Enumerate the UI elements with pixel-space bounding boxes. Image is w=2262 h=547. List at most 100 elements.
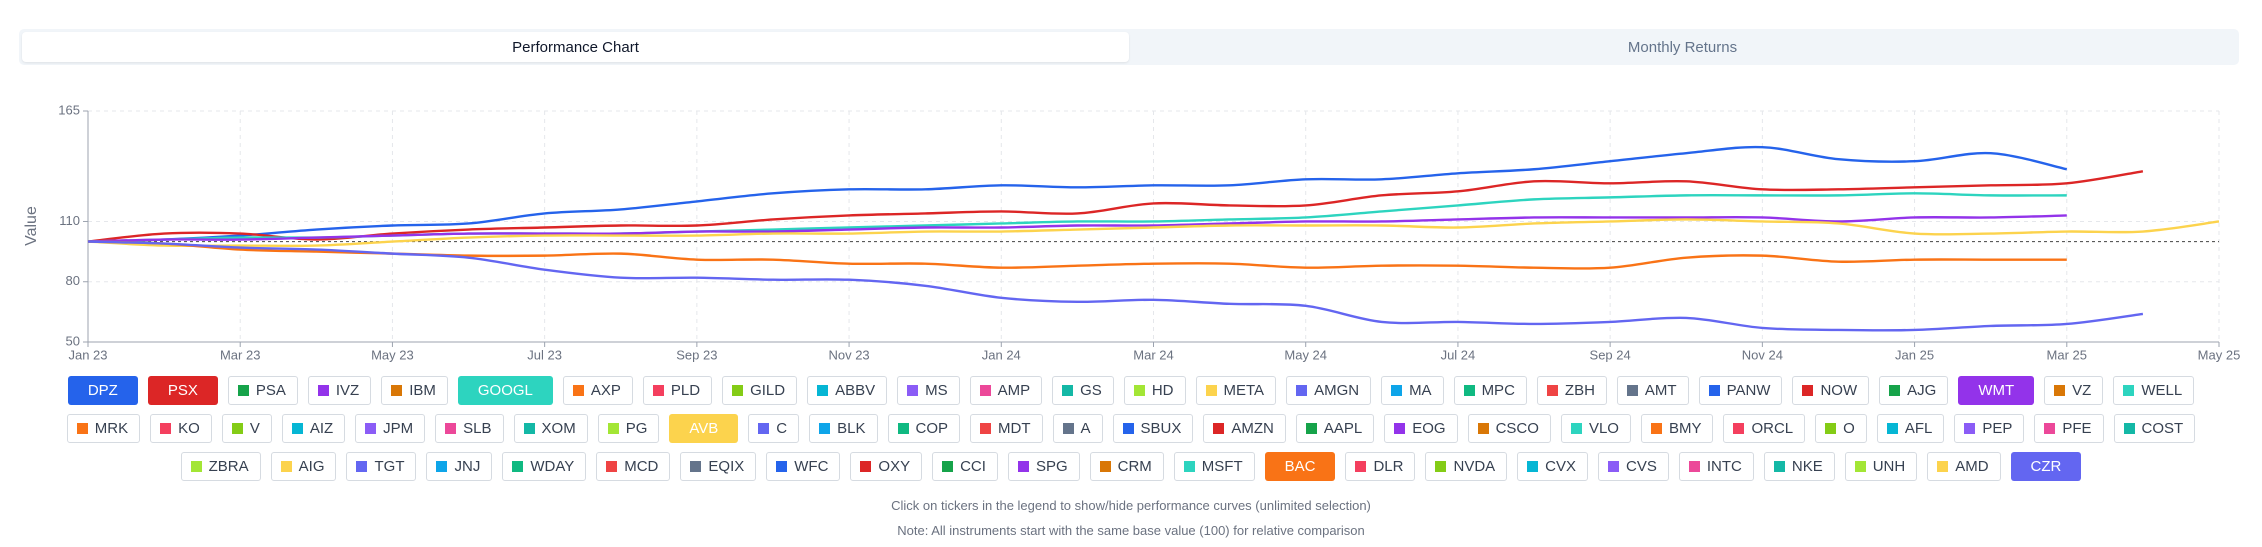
legend-swatch: [280, 461, 292, 472]
legend-item[interactable]: AAPL: [1295, 414, 1375, 443]
legend-item[interactable]: VZ: [2044, 376, 2104, 405]
legend-item[interactable]: JNJ: [426, 452, 493, 481]
legend-item[interactable]: AMT: [1616, 376, 1689, 405]
legend-label: SLB: [463, 420, 492, 437]
legend-label: CVS: [1626, 458, 1657, 475]
legend-item[interactable]: UNH: [1844, 452, 1918, 481]
x-tick-label: May 24: [1284, 347, 1327, 362]
legend-item[interactable]: SLB: [435, 414, 504, 443]
legend-item[interactable]: MCD: [596, 452, 671, 481]
legend-item[interactable]: PLD: [642, 376, 713, 405]
legend-label: CRM: [1117, 458, 1152, 475]
legend-swatch: [1099, 461, 1111, 472]
legend-swatch: [942, 461, 954, 472]
legend-swatch: [1608, 461, 1620, 472]
legend-item[interactable]: MDT: [970, 414, 1043, 443]
legend-item[interactable]: PANW: [1698, 376, 1783, 405]
legend-swatch: [1122, 423, 1134, 434]
legend-swatch: [897, 423, 909, 434]
legend-item[interactable]: PG: [597, 414, 660, 443]
legend-label: BAC: [1284, 458, 1316, 475]
legend-item[interactable]: GOOGL: [457, 376, 553, 405]
legend-item[interactable]: CSCO: [1467, 414, 1551, 443]
legend-item[interactable]: PSX: [147, 376, 218, 405]
legend-item[interactable]: BAC: [1264, 452, 1336, 481]
tab[interactable]: Performance Chart: [22, 32, 1129, 62]
legend-item[interactable]: ZBRA: [180, 452, 261, 481]
legend-item[interactable]: AXP: [562, 376, 633, 405]
legend-item[interactable]: HD: [1123, 376, 1186, 405]
legend-item[interactable]: MPC: [1453, 376, 1527, 405]
legend-item[interactable]: C: [748, 414, 800, 443]
legend-swatch: [160, 423, 172, 434]
legend-item[interactable]: A: [1052, 414, 1103, 443]
legend-item[interactable]: PFE: [2034, 414, 2104, 443]
legend-item[interactable]: NKE: [1763, 452, 1835, 481]
legend-item[interactable]: CVX: [1517, 452, 1589, 481]
legend-item[interactable]: AIG: [270, 452, 337, 481]
x-tick-label: Nov 23: [828, 347, 869, 362]
legend-item[interactable]: DLR: [1345, 452, 1416, 481]
legend-item[interactable]: NOW: [1792, 376, 1870, 405]
legend-item[interactable]: KO: [150, 414, 212, 443]
legend-label: JPM: [383, 420, 414, 437]
legend-item[interactable]: IVZ: [307, 376, 372, 405]
x-tick-label: Mar 24: [1133, 347, 1173, 362]
legend-item[interactable]: MRK: [66, 414, 141, 443]
legend-label: VZ: [2072, 382, 2092, 399]
legend-item[interactable]: GS: [1052, 376, 1114, 405]
legend-item[interactable]: WELL: [2113, 376, 2195, 405]
legend-label: C: [776, 420, 788, 437]
legend-item[interactable]: CZR: [2010, 452, 2082, 481]
legend-item[interactable]: V: [221, 414, 272, 443]
legend-item[interactable]: MSFT: [1173, 452, 1255, 481]
legend-item[interactable]: SPG: [1007, 452, 1080, 481]
legend-item[interactable]: TGT: [346, 452, 417, 481]
legend-item[interactable]: COST: [2113, 414, 2196, 443]
legend-label: ABBV: [835, 382, 876, 399]
legend-item[interactable]: VLO: [1560, 414, 1631, 443]
legend-item[interactable]: INTC: [1678, 452, 1754, 481]
legend-item[interactable]: PEP: [1954, 414, 2025, 443]
legend-item[interactable]: WFC: [766, 452, 841, 481]
legend-item[interactable]: AFL: [1876, 414, 1945, 443]
legend-item[interactable]: PSA: [227, 376, 298, 405]
legend-item[interactable]: AJG: [1879, 376, 1949, 405]
legend-item[interactable]: EOG: [1384, 414, 1458, 443]
legend-item[interactable]: ABBV: [807, 376, 888, 405]
legend-item[interactable]: AMP: [969, 376, 1043, 405]
legend-item[interactable]: GILD: [722, 376, 798, 405]
legend-item[interactable]: BMY: [1640, 414, 1714, 443]
legend-item[interactable]: O: [1815, 414, 1867, 443]
legend-item[interactable]: IBM: [381, 376, 448, 405]
legend-item[interactable]: ORCL: [1723, 414, 1806, 443]
legend-item[interactable]: COP: [887, 414, 961, 443]
legend-item[interactable]: XOM: [513, 414, 588, 443]
legend-item[interactable]: CVS: [1598, 452, 1669, 481]
legend-item[interactable]: AMD: [1927, 452, 2001, 481]
legend-item[interactable]: ZBH: [1536, 376, 1607, 405]
legend-label: AMP: [997, 382, 1031, 399]
legend-item[interactable]: OXY: [850, 452, 923, 481]
tab[interactable]: Monthly Returns: [1627, 38, 1738, 56]
legend-item[interactable]: AMGN: [1286, 376, 1372, 405]
legend-item[interactable]: JPM: [355, 414, 426, 443]
legend-swatch: [606, 461, 618, 472]
legend-item[interactable]: WDAY: [502, 452, 587, 481]
legend-item[interactable]: AMZN: [1203, 414, 1286, 443]
legend-item[interactable]: WMT: [1958, 376, 2035, 405]
legend-item[interactable]: AIZ: [281, 414, 346, 443]
legend-item[interactable]: MS: [897, 376, 960, 405]
legend-item[interactable]: SBUX: [1112, 414, 1194, 443]
legend-item[interactable]: BLK: [809, 414, 878, 443]
legend-item[interactable]: CRM: [1089, 452, 1164, 481]
legend-item[interactable]: MA: [1381, 376, 1444, 405]
legend-item[interactable]: AVB: [669, 414, 739, 443]
legend-item[interactable]: NVDA: [1425, 452, 1508, 481]
legend-label: PSX: [167, 382, 198, 399]
legend-item[interactable]: META: [1195, 376, 1277, 405]
legend-item[interactable]: CCI: [932, 452, 998, 481]
legend-item[interactable]: EQIX: [680, 452, 757, 481]
legend-swatch: [690, 461, 702, 472]
legend-item[interactable]: DPZ: [67, 376, 138, 405]
